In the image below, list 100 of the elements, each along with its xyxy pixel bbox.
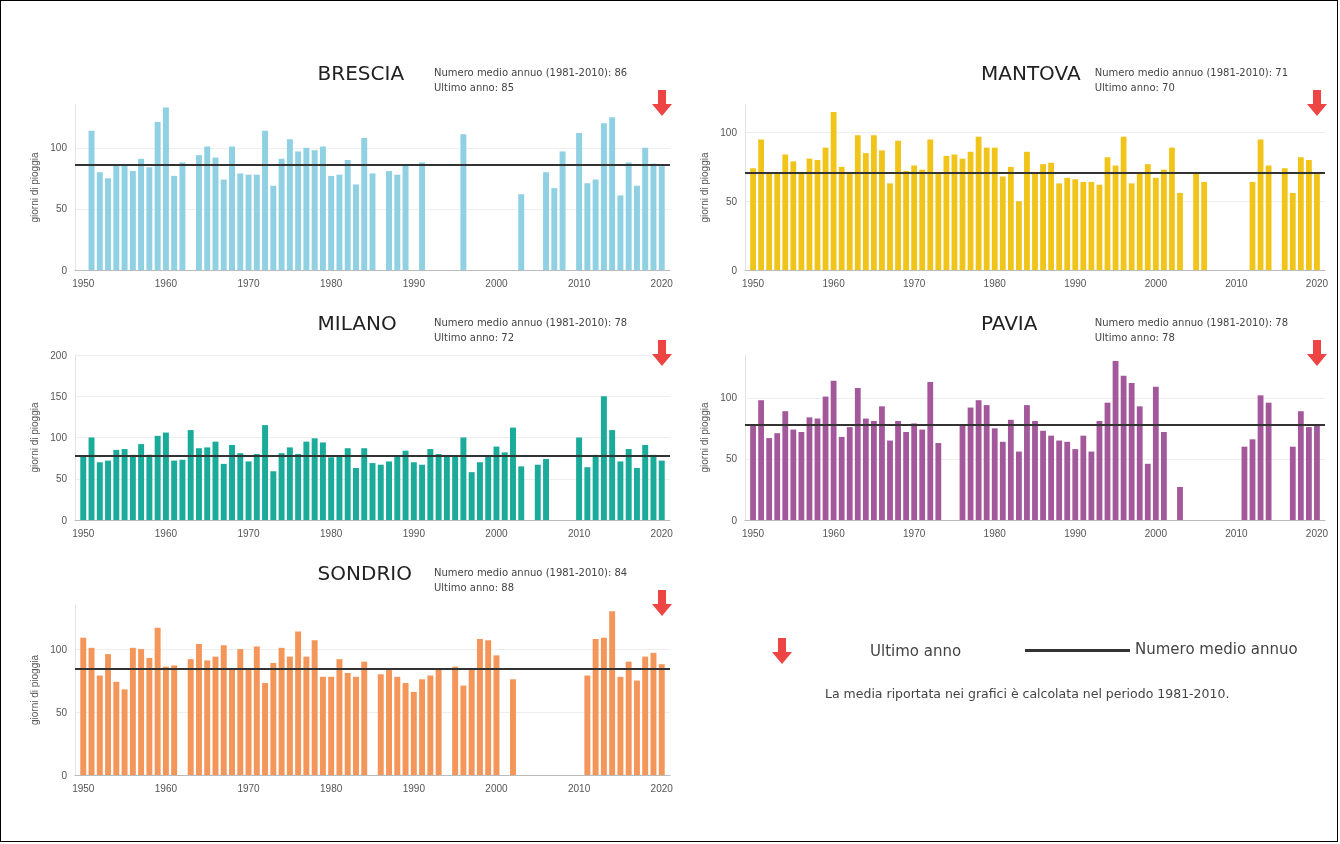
bar bbox=[609, 117, 616, 270]
bar bbox=[1040, 164, 1046, 270]
x-tick-label: 1970 bbox=[237, 277, 261, 289]
chart-title: MANTOVA bbox=[981, 61, 1081, 85]
bar bbox=[121, 164, 128, 270]
chart-title: PAVIA bbox=[981, 311, 1038, 335]
x-tick-label: 2000 bbox=[485, 527, 509, 539]
bar bbox=[452, 455, 459, 520]
y-tick-label: 100 bbox=[50, 643, 68, 655]
bar bbox=[887, 183, 893, 270]
bar bbox=[895, 421, 901, 520]
bar bbox=[983, 147, 990, 270]
bar bbox=[138, 444, 145, 520]
bar bbox=[319, 676, 326, 775]
text: Numero medio annuo (1981-2010): 84 bbox=[433, 567, 628, 578]
bar bbox=[286, 656, 293, 775]
bar bbox=[991, 147, 998, 270]
y-tick-label: 150 bbox=[50, 390, 68, 402]
chart-title: SONDRIO bbox=[317, 561, 412, 585]
bar bbox=[975, 400, 982, 520]
bar bbox=[493, 446, 500, 520]
bar bbox=[600, 637, 607, 775]
bar bbox=[592, 639, 599, 775]
bar bbox=[935, 443, 942, 520]
bar bbox=[1297, 411, 1304, 520]
bar bbox=[650, 163, 657, 270]
bar bbox=[798, 432, 805, 520]
bar bbox=[1056, 440, 1063, 520]
bar bbox=[303, 656, 310, 775]
bar bbox=[911, 165, 918, 270]
bar bbox=[559, 151, 566, 270]
bar bbox=[386, 669, 392, 775]
bar bbox=[171, 175, 178, 270]
x-tick-label: 1950 bbox=[72, 277, 95, 289]
bar bbox=[311, 438, 318, 520]
bar bbox=[642, 444, 649, 520]
x-tick-label: 1990 bbox=[402, 277, 426, 289]
bar bbox=[617, 676, 624, 775]
bar bbox=[592, 454, 599, 520]
bar bbox=[758, 400, 765, 520]
bar bbox=[245, 461, 252, 520]
bar bbox=[253, 454, 260, 520]
bar bbox=[88, 130, 95, 270]
bar bbox=[410, 462, 417, 520]
bar bbox=[344, 673, 351, 775]
bar bbox=[162, 666, 169, 775]
bar bbox=[576, 437, 583, 520]
bar bbox=[642, 656, 649, 775]
bar bbox=[245, 174, 252, 270]
y-tick-label: 0 bbox=[61, 769, 68, 781]
bar bbox=[443, 455, 450, 520]
bar bbox=[658, 460, 665, 520]
y-tick-label: 0 bbox=[731, 514, 738, 526]
bar bbox=[179, 459, 186, 520]
bar bbox=[991, 428, 998, 520]
bar bbox=[311, 150, 318, 270]
bar bbox=[633, 680, 640, 775]
bar bbox=[295, 631, 302, 775]
bar bbox=[642, 147, 649, 270]
bar bbox=[510, 679, 516, 775]
text: Ultimo anno: 78 bbox=[1094, 332, 1175, 343]
bar bbox=[782, 154, 789, 270]
bar bbox=[543, 172, 550, 270]
bar bbox=[220, 179, 227, 270]
chart-title: MILANO bbox=[317, 311, 397, 335]
bar bbox=[650, 652, 657, 775]
bar bbox=[1289, 446, 1296, 520]
bar bbox=[518, 194, 525, 270]
bar bbox=[750, 168, 756, 270]
bar bbox=[592, 179, 599, 270]
bar bbox=[270, 662, 277, 775]
bar bbox=[476, 462, 483, 520]
bar bbox=[658, 664, 665, 775]
bar bbox=[485, 640, 492, 775]
bar bbox=[999, 441, 1006, 520]
bar bbox=[1281, 168, 1288, 270]
bar bbox=[903, 171, 910, 270]
bar bbox=[171, 665, 178, 775]
bar bbox=[1040, 430, 1046, 520]
bar bbox=[105, 460, 112, 520]
bar bbox=[394, 174, 401, 270]
x-tick-label: 2020 bbox=[1305, 527, 1329, 539]
bar bbox=[625, 449, 632, 520]
bar bbox=[278, 453, 285, 520]
bar bbox=[1056, 183, 1063, 270]
bar bbox=[1088, 451, 1095, 520]
bar bbox=[1064, 441, 1071, 520]
bar bbox=[493, 655, 500, 775]
bar bbox=[935, 173, 942, 270]
bar bbox=[576, 133, 583, 270]
bar bbox=[846, 172, 853, 270]
bar bbox=[295, 151, 302, 270]
y-axis-title: giorni di pioggia bbox=[28, 654, 40, 726]
bar bbox=[543, 458, 550, 520]
bar bbox=[113, 449, 120, 520]
bar bbox=[1136, 172, 1143, 270]
x-tick-label: 2010 bbox=[1225, 527, 1248, 539]
bar bbox=[113, 164, 120, 270]
bar bbox=[179, 162, 186, 270]
bar bbox=[838, 166, 845, 270]
